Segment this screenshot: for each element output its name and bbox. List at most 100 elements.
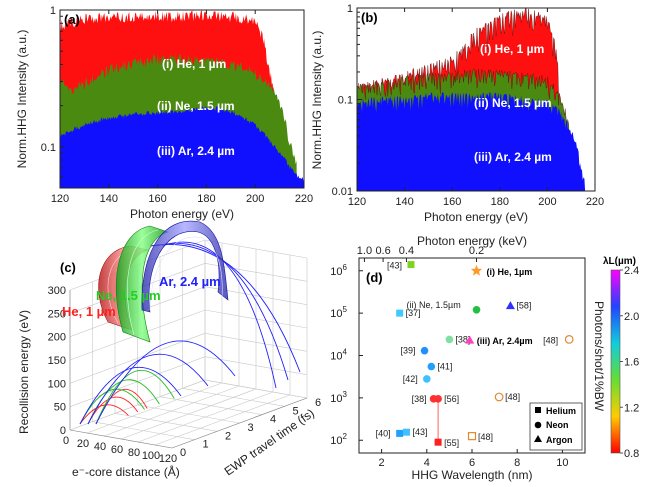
data-point-label: [55] <box>444 438 459 448</box>
legend-entry: Argon <box>546 435 573 445</box>
panel-d-y-tick-label: 103 <box>330 390 347 405</box>
legend-entry: Helium <box>546 406 576 416</box>
data-point-label: [40] <box>376 428 391 438</box>
panel-c-axis-line <box>69 429 173 449</box>
panel-d-xlabel: HHG Wavelength (nm) <box>412 468 533 482</box>
panel-c-y-tick-label: 3 <box>248 422 254 434</box>
colorbar-tick-label: 0.8 <box>624 448 639 460</box>
panel-b-series-label: (ii) Ne, 1.5 µm <box>474 96 552 110</box>
panel-b-ylabel: Norm.HHG Intensity (a.u.) <box>310 31 324 170</box>
data-point-circle <box>427 362 436 371</box>
panel-b-series-area <box>357 92 586 191</box>
panel-c-series-label: Ar, 2.4 µm <box>159 274 221 289</box>
panel-c-x-tick-label: 40 <box>94 441 106 453</box>
panel-a-ylabel: Norm.HHG Intensity (a.u.) <box>15 30 29 169</box>
data-point-label: [38] <box>412 394 427 404</box>
data-point-circle <box>472 305 481 314</box>
panel-b-label: (b) <box>361 10 378 25</box>
panel-c-y-tick-label: 0 <box>180 447 186 459</box>
panel-a-x-tick-label: 120 <box>51 193 69 205</box>
panel-a-x-tick-label: 220 <box>295 193 313 205</box>
panel-c-axis-line <box>171 397 308 449</box>
data-point-label: [39] <box>401 346 416 356</box>
trajectory-curve <box>87 353 209 425</box>
panel-d-top-x-tick-label: 0.4 <box>399 245 414 257</box>
data-point-square <box>402 428 410 436</box>
panel-c-y-tick-label: 5 <box>293 405 299 417</box>
legend-entry: Neon <box>546 420 569 430</box>
panel-b-x-tick-label: 180 <box>491 196 509 208</box>
panel-c-z-tick-label: 100 <box>48 378 66 390</box>
trajectory-curve <box>95 370 175 425</box>
panel-d-x-tick-label: 10 <box>556 457 568 469</box>
panel-a-x-tick-label: 200 <box>246 193 264 205</box>
data-point-circle <box>423 375 431 383</box>
panel-d-y-tick-label: 104 <box>330 348 347 363</box>
panel-c-x-tick-label: 20 <box>77 438 89 450</box>
panel-d-ylabel: Photons/shot/1%BW <box>592 301 606 412</box>
panel-b-y-tick-label: 0.01 <box>332 186 353 198</box>
data-point-circle <box>494 392 504 402</box>
panel-b-y-tick-label: 1 <box>347 3 353 15</box>
panel-c-x-tick-label: 60 <box>111 444 123 456</box>
panel-d-top-xlabel: Photon energy (keV) <box>417 234 527 248</box>
data-point-circle <box>445 335 454 344</box>
legend-circle-marker <box>534 421 542 429</box>
data-point-label: [58] <box>516 301 531 311</box>
colorbar-tick-label: 2.0 <box>624 311 639 323</box>
panel-a-frame <box>59 9 305 189</box>
data-point-label: [48] <box>543 335 558 345</box>
data-point-triangle <box>505 301 515 310</box>
panel-a-series-label: (i) He, 1 µm <box>162 57 226 71</box>
panel-c-x-tick-label: 100 <box>142 450 160 462</box>
panel-d-y-tick-label: 105 <box>330 305 347 320</box>
colorbar-tick-label: 1.2 <box>624 402 639 414</box>
panel-a-series-label: (ii) Ne, 1.5 µm <box>157 99 235 113</box>
panel-a-x-tick-label: 180 <box>197 193 215 205</box>
panel-c-label: (c) <box>60 260 76 275</box>
panel-d-y-tick-label: 106 <box>330 263 347 278</box>
data-point-triangle <box>465 335 475 344</box>
panel-c-x-tick-label: 120 <box>159 453 177 465</box>
panel-b-y-tick-label: 0.1 <box>338 95 353 107</box>
panel-d-top-x-tick-label: 0.6 <box>375 245 390 257</box>
colorbar <box>610 269 621 454</box>
panel-b-series-label: (i) He, 1 µm <box>480 42 544 56</box>
panel-c-grid-line <box>137 391 274 443</box>
panel-b-x-tick-label: 220 <box>586 196 604 208</box>
panel-c-y-tick-label: 1 <box>203 439 209 451</box>
panel-c-series-label: Ne, 1.5 µm <box>96 288 161 303</box>
trajectory-curve <box>155 242 289 381</box>
data-point-label: (ii) Ne, 1.5µm <box>407 300 461 310</box>
legend-square-marker <box>535 407 541 413</box>
panel-d-x-tick-label: 2 <box>379 457 385 469</box>
panel-a-y-tick-label: 1 <box>50 5 56 17</box>
panel-a-x-tick-label: 160 <box>148 193 166 205</box>
colorbar-tick-label: 2.4 <box>624 265 639 277</box>
data-point-circle <box>420 346 429 355</box>
panel-d-x-tick-label: 8 <box>514 457 520 469</box>
data-point-label: [56] <box>444 394 459 404</box>
trajectory-curve <box>79 404 129 425</box>
panel-b-x-tick-label: 120 <box>348 196 366 208</box>
data-point-square <box>467 432 477 441</box>
panel-c-y-tick-label: 4 <box>270 414 276 426</box>
panel-c-series-label: He, 1 µm <box>62 304 116 319</box>
data-point-label: [38] <box>455 334 470 344</box>
panel-b-x-tick-label: 160 <box>443 196 461 208</box>
panel-d-x-tick-label: 6 <box>469 457 475 469</box>
panel-b-x-tick-label: 140 <box>395 196 413 208</box>
data-point-label: (iii) Ar, 2.4µm <box>477 336 533 346</box>
panel-a-x-tick-label: 140 <box>100 193 118 205</box>
data-point-square <box>407 261 415 269</box>
panel-c-z-tick-label: 200 <box>48 332 66 344</box>
data-point-square <box>396 309 404 317</box>
panel-d-label: (d) <box>366 270 383 285</box>
ar-trajectory-tube <box>141 220 229 313</box>
panel-c-x-tick-label: 0 <box>63 435 69 447</box>
trajectory-curve <box>79 367 182 425</box>
panel-b: 120 140 160 180 200 220 0.01 0.1 1 (b) (i) He, 1… <box>310 3 604 224</box>
panel-b-x-tick-label: 200 <box>538 196 556 208</box>
